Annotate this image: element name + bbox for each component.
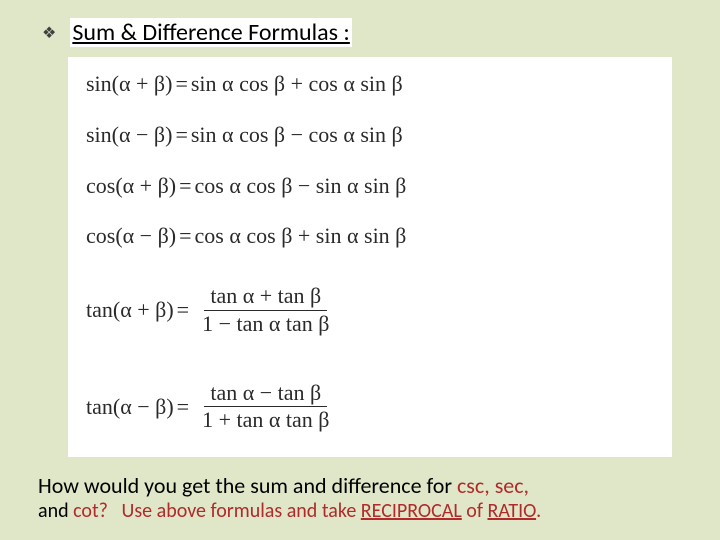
sec-text: sec <box>495 472 524 499</box>
ratio-text: RATIO <box>487 499 536 523</box>
formula-cos-sum: cos(α + β) = cos α cos β − sin α sin β <box>86 173 662 199</box>
formula-cos-diff: cos(α − β) = cos α cos β + sin α sin β <box>86 223 662 249</box>
formula-sin-diff: sin(α − β) = sin α cos β − cos α sin β <box>86 122 662 148</box>
period: . <box>536 499 541 523</box>
header-row: ❖ Sum & Difference Formulas : <box>0 0 720 55</box>
equals: = <box>175 122 187 148</box>
equals: = <box>179 173 191 199</box>
fraction: tan α + tan β 1 − tan α tan β <box>196 283 335 337</box>
equals: = <box>175 71 187 97</box>
fraction: tan α − tan β 1 + tan α tan β <box>196 380 335 434</box>
formulas-box: sin(α + β) = sin α cos β + cos α sin β s… <box>68 57 672 457</box>
formula-tan-sum: tan(α + β) = tan α + tan β 1 − tan α tan… <box>86 274 662 346</box>
formula-lhs: tan(α + β) <box>86 297 174 323</box>
formula-lhs: sin(α + β) <box>86 71 172 97</box>
sep: , <box>484 472 494 499</box>
denominator: 1 + tan α tan β <box>196 407 335 433</box>
sep: , <box>524 472 530 499</box>
cot-text: cot <box>73 499 99 523</box>
and-text: and <box>38 499 73 523</box>
bullet-icon: ❖ <box>42 23 56 43</box>
numerator: tan α − tan β <box>204 380 327 407</box>
of-text: of <box>462 499 488 523</box>
formula-lhs: cos(α + β) <box>86 173 176 199</box>
formula-lhs: tan(α − β) <box>86 394 174 420</box>
formula-lhs: sin(α − β) <box>86 122 172 148</box>
formula-tan-diff: tan(α − β) = tan α − tan β 1 + tan α tan… <box>86 371 662 443</box>
formula-rhs: sin α cos β − cos α sin β <box>191 122 403 148</box>
numerator: tan α + tan β <box>204 283 327 310</box>
page-title: Sum & Difference Formulas : <box>70 18 352 47</box>
formula-sin-sum: sin(α + β) = sin α cos β + cos α sin β <box>86 71 662 97</box>
formula-rhs: sin α cos β + cos α sin β <box>191 71 403 97</box>
footer-question: How would you get the sum and difference… <box>38 472 702 525</box>
csc-text: csc <box>457 472 484 499</box>
equals: = <box>177 297 189 323</box>
answer-prefix: Use above formulas and take <box>122 499 361 523</box>
question-line-2: and cot? Use above formulas and take REC… <box>38 499 702 524</box>
question-line-1: How would you get the sum and difference… <box>38 472 702 500</box>
reciprocal-text: RECIPROCAL <box>361 499 462 523</box>
equals: = <box>179 223 191 249</box>
qmark: ? <box>99 499 108 523</box>
formula-lhs: cos(α − β) <box>86 223 176 249</box>
formula-rhs: cos α cos β − sin α sin β <box>195 173 407 199</box>
formula-rhs: cos α cos β + sin α sin β <box>195 223 407 249</box>
denominator: 1 − tan α tan β <box>196 311 335 337</box>
question-prefix: How would you get the sum and difference… <box>38 472 457 499</box>
equals: = <box>177 394 189 420</box>
